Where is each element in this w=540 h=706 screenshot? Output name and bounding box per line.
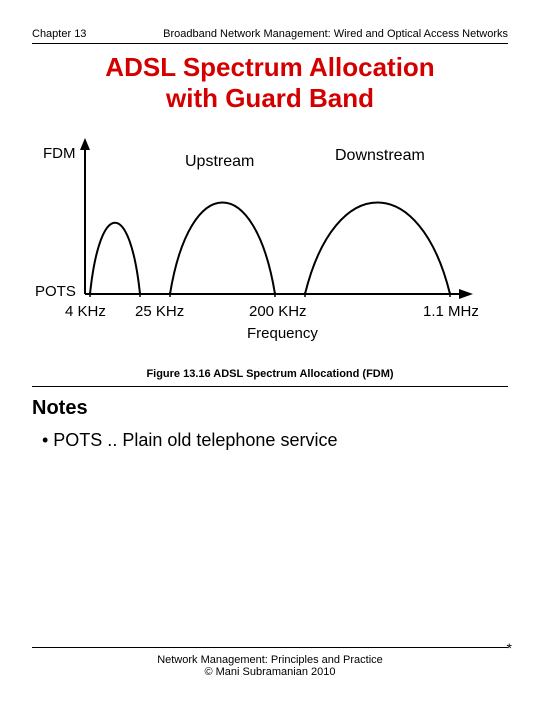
- notes-heading: Notes: [32, 397, 508, 420]
- figure-caption: Figure 13.16 ADSL Spectrum Allocationd (…: [32, 352, 508, 387]
- tick-25khz: 25 KHz: [135, 303, 184, 320]
- figure-container: FDM POTS Upstream Downstream 4 KHz 25 KH…: [32, 134, 508, 344]
- title-line-1: ADSL Spectrum Allocation: [32, 52, 508, 83]
- tick-4khz: 4 KHz: [65, 303, 106, 320]
- notes-bullet: • POTS .. Plain old telephone service: [32, 430, 508, 451]
- footer-line-1: Network Management: Principles and Pract…: [32, 654, 508, 666]
- tick-200khz: 200 KHz: [249, 303, 307, 320]
- slide-title: ADSL Spectrum Allocation with Guard Band: [32, 52, 508, 114]
- slide-header: Chapter 13 Broadband Network Management:…: [32, 28, 508, 44]
- tick-1mhz: 1.1 MHz: [423, 303, 479, 320]
- x-axis-label: Frequency: [247, 325, 318, 342]
- footer-line-2: © Mani Subramanian 2010: [32, 666, 508, 678]
- band-downstream: Downstream: [335, 147, 425, 164]
- slide-footer: Network Management: Principles and Pract…: [32, 647, 508, 678]
- topic-label: Broadband Network Management: Wired and …: [163, 28, 508, 40]
- chapter-label: Chapter 13: [32, 28, 86, 40]
- y-label-fdm: FDM: [43, 145, 76, 162]
- y-label-pots: POTS: [35, 283, 76, 300]
- title-line-2: with Guard Band: [32, 83, 508, 114]
- band-upstream: Upstream: [185, 153, 254, 170]
- spectrum-diagram: FDM POTS Upstream Downstream 4 KHz 25 KH…: [35, 134, 505, 344]
